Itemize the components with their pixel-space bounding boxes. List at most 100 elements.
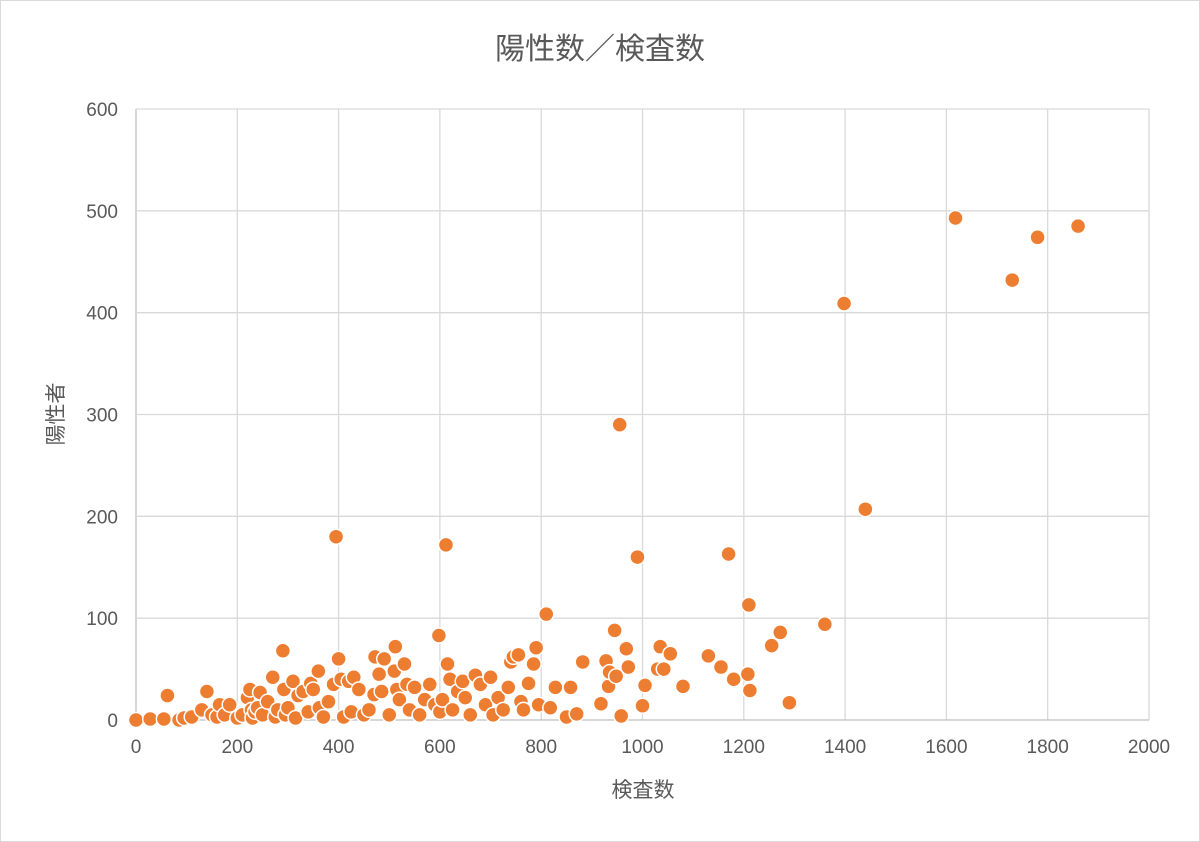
y-axis-label: 陽性者 bbox=[44, 383, 68, 446]
data-point bbox=[310, 662, 327, 680]
data-point bbox=[510, 646, 527, 664]
data-point bbox=[725, 671, 742, 688]
data-point bbox=[520, 675, 537, 692]
data-point bbox=[781, 694, 798, 711]
data-point bbox=[607, 667, 625, 685]
data-point bbox=[421, 676, 439, 693]
data-point bbox=[430, 627, 448, 644]
y-tick-label: 400 bbox=[86, 304, 118, 325]
x-tick-label: 800 bbox=[525, 737, 557, 758]
data-point bbox=[618, 640, 635, 657]
y-tick-label: 200 bbox=[86, 507, 118, 528]
data-point bbox=[155, 710, 173, 728]
data-point bbox=[439, 655, 456, 673]
data-point bbox=[527, 639, 545, 656]
y-tick-label: 600 bbox=[86, 100, 118, 121]
y-tick-label: 500 bbox=[86, 202, 118, 223]
x-tick-label: 400 bbox=[323, 737, 355, 758]
data-point bbox=[127, 711, 145, 729]
data-point bbox=[198, 683, 216, 700]
data-point bbox=[305, 681, 322, 698]
data-point bbox=[1003, 271, 1021, 289]
data-point bbox=[562, 679, 579, 696]
data-point bbox=[655, 660, 673, 678]
data-point bbox=[500, 679, 517, 696]
data-point bbox=[381, 706, 398, 724]
x-tick-label: 1000 bbox=[621, 737, 663, 758]
data-point bbox=[592, 695, 610, 712]
x-tick-label: 1400 bbox=[824, 737, 866, 758]
x-tick-label: 1200 bbox=[723, 737, 765, 758]
data-point bbox=[662, 645, 679, 663]
data-point bbox=[315, 708, 332, 726]
data-point bbox=[391, 691, 408, 708]
x-tick-label: 600 bbox=[424, 737, 456, 758]
data-point bbox=[542, 699, 559, 717]
x-tick-label: 1600 bbox=[925, 737, 967, 758]
chart-title: 陽性数／検査数 bbox=[495, 32, 705, 67]
data-point bbox=[411, 706, 428, 724]
data-point bbox=[720, 545, 737, 563]
data-point bbox=[741, 682, 759, 699]
data-point bbox=[712, 658, 730, 676]
data-point bbox=[350, 681, 368, 698]
data-point bbox=[327, 528, 345, 545]
data-point bbox=[1069, 217, 1087, 235]
data-point bbox=[574, 653, 591, 671]
data-point bbox=[456, 689, 474, 706]
data-points bbox=[127, 209, 1087, 729]
data-point bbox=[373, 683, 390, 700]
data-point bbox=[634, 697, 651, 714]
data-point bbox=[606, 622, 623, 639]
tick-labels: 0 200 400 600 800 1000 1200 1400 1600 1800 2000 0 10… bbox=[86, 100, 1170, 758]
x-tick-label: 0 bbox=[131, 737, 142, 758]
data-point bbox=[375, 650, 393, 668]
data-point bbox=[284, 673, 302, 690]
data-point bbox=[763, 637, 780, 654]
data-point bbox=[515, 701, 532, 719]
data-point bbox=[547, 679, 564, 696]
y-tick-label: 300 bbox=[86, 406, 118, 427]
data-point bbox=[494, 701, 512, 719]
data-point bbox=[674, 678, 692, 695]
data-point bbox=[360, 701, 378, 719]
data-point bbox=[612, 707, 630, 725]
data-point bbox=[538, 605, 555, 623]
y-tick-label: 0 bbox=[107, 711, 118, 732]
y-tick-label: 100 bbox=[86, 609, 118, 630]
data-point bbox=[835, 295, 853, 312]
data-point bbox=[330, 650, 347, 668]
data-point bbox=[159, 687, 176, 704]
data-point bbox=[434, 691, 451, 708]
data-point bbox=[370, 665, 388, 683]
data-point bbox=[444, 701, 461, 719]
data-point bbox=[816, 616, 834, 633]
data-point bbox=[700, 647, 717, 665]
data-point bbox=[525, 655, 542, 673]
data-point bbox=[620, 658, 637, 676]
data-point bbox=[568, 705, 585, 723]
data-point bbox=[274, 642, 292, 660]
x-tick-label: 2000 bbox=[1128, 737, 1170, 758]
data-point bbox=[482, 668, 499, 686]
data-point bbox=[739, 665, 757, 683]
data-point bbox=[141, 710, 159, 728]
data-point bbox=[629, 548, 646, 566]
x-tick-label: 1800 bbox=[1027, 737, 1069, 758]
data-point bbox=[437, 536, 455, 554]
x-tick-label: 200 bbox=[221, 737, 253, 758]
data-point bbox=[947, 209, 964, 227]
data-point bbox=[740, 596, 758, 614]
data-point bbox=[396, 655, 413, 673]
data-point bbox=[1029, 229, 1046, 246]
data-point bbox=[387, 638, 404, 655]
data-point bbox=[221, 696, 238, 713]
x-axis-label: 検査数 bbox=[612, 778, 675, 802]
data-point bbox=[611, 416, 628, 433]
data-point bbox=[772, 624, 789, 641]
data-point bbox=[857, 500, 874, 518]
data-point bbox=[264, 668, 282, 686]
data-point bbox=[636, 677, 654, 694]
